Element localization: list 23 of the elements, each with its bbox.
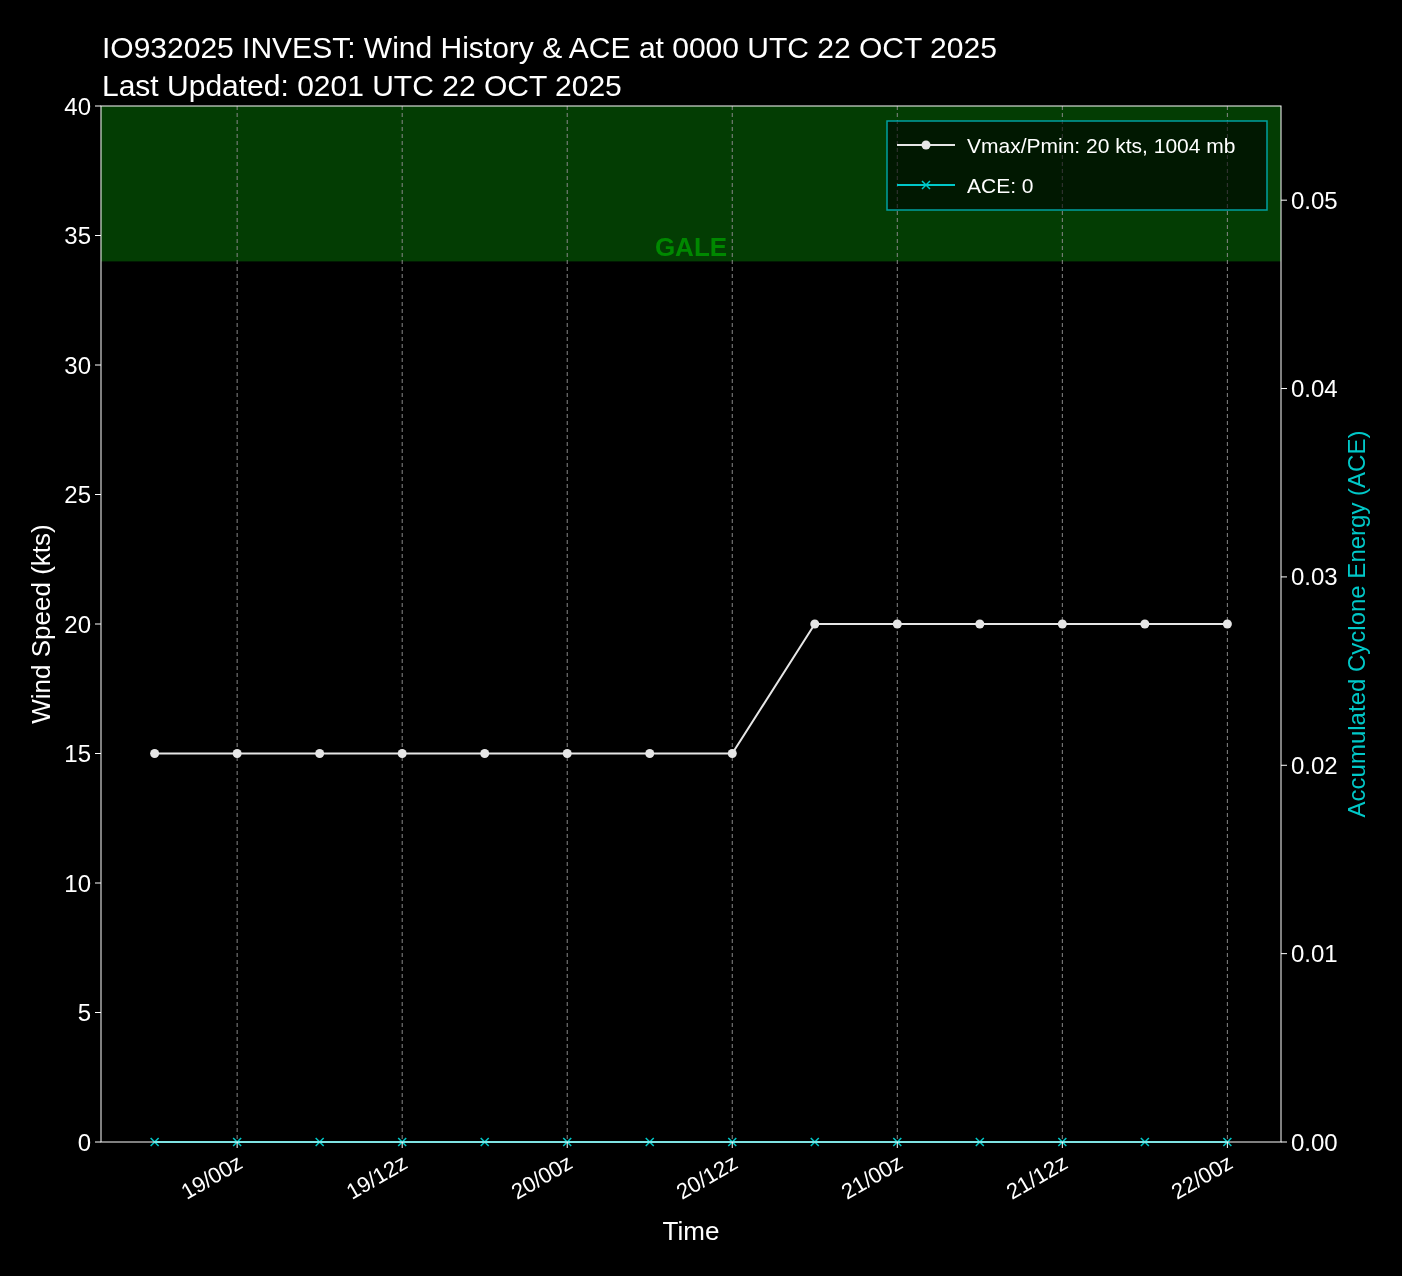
y-tick-label: 15 — [64, 740, 91, 767]
chart-subtitle: Last Updated: 0201 UTC 22 OCT 2025 — [102, 69, 622, 102]
y2-tick-label: 0.03 — [1291, 563, 1338, 591]
y2-tick-label: 0.02 — [1291, 751, 1338, 779]
x-axis-title: Time — [662, 1216, 720, 1246]
chart-title: IO932025 INVEST: Wind History & ACE at 0000 UTC 22 OCT 2025 — [102, 31, 997, 64]
y-tick-label: 30 — [64, 351, 91, 379]
y-axis-title: Wind Speed (kts) — [26, 524, 56, 724]
y-tick-label: 40 — [64, 92, 91, 120]
y-tick-label: 10 — [64, 869, 91, 897]
y-tick-label: 35 — [64, 222, 91, 249]
y2-tick-label: 0.05 — [1291, 186, 1338, 214]
y-tick-label: 5 — [77, 999, 91, 1026]
legend-label: ACE: 0 — [967, 173, 1034, 197]
y2-axis-title: Accumulated Cyclone Energy (ACE) — [1343, 430, 1370, 818]
y2-tick-label: 0.04 — [1291, 375, 1338, 403]
band-label: GALE — [654, 232, 728, 263]
y-tick-label: 20 — [64, 610, 91, 638]
y2-tick-label: 0.01 — [1291, 940, 1338, 968]
y-tick-label: 0 — [77, 1128, 91, 1156]
legend-label: Vmax/Pmin: 20 kts, 1004 mb — [967, 133, 1236, 157]
y-tick-label: 25 — [64, 481, 91, 508]
y2-tick-label: 0.00 — [1291, 1128, 1338, 1156]
